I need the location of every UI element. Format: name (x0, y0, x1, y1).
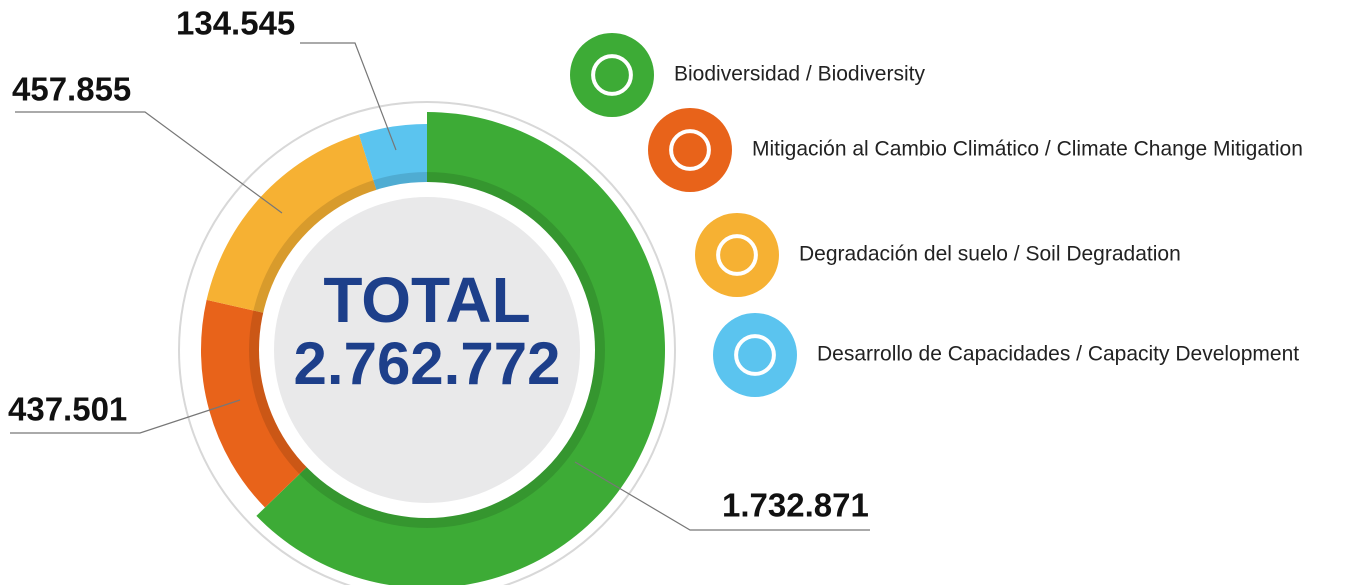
legend-icon (713, 313, 797, 397)
leader-line (574, 461, 870, 531)
donut-segment (206, 134, 382, 317)
legend-label: Degradación del suelo / Soil Degradation (799, 243, 1181, 266)
legend-label: Mitigación al Cambio Climático / Climate… (752, 138, 1303, 161)
value-label: 457.855 (12, 71, 131, 108)
legend-icon-glyph (734, 334, 776, 376)
legend-icon-glyph (591, 54, 633, 96)
value-label: 134.545 (176, 5, 295, 42)
leader-line (10, 399, 241, 434)
legend-icon (570, 33, 654, 117)
legend-icon-glyph (669, 129, 711, 171)
value-label: 437.501 (8, 391, 127, 428)
center-title: TOTAL (323, 264, 530, 336)
legend: Biodiversidad / Biodiversity Mitigación a… (570, 33, 1303, 397)
leader-line (15, 111, 283, 214)
center-total: 2.762.772 (294, 330, 561, 397)
legend-label: Desarrollo de Capacidades / Capacity Dev… (817, 343, 1299, 366)
legend-icon (695, 213, 779, 297)
leader-line (300, 42, 397, 151)
legend-label: Biodiversidad / Biodiversity (674, 63, 925, 86)
legend-icon (648, 108, 732, 192)
donut-segment (200, 299, 320, 508)
value-label: 1.732.871 (722, 487, 869, 524)
center-disc (274, 197, 580, 503)
outer-ring (178, 101, 676, 585)
legend-icon-glyph (716, 234, 758, 276)
donut-segment (256, 112, 665, 585)
